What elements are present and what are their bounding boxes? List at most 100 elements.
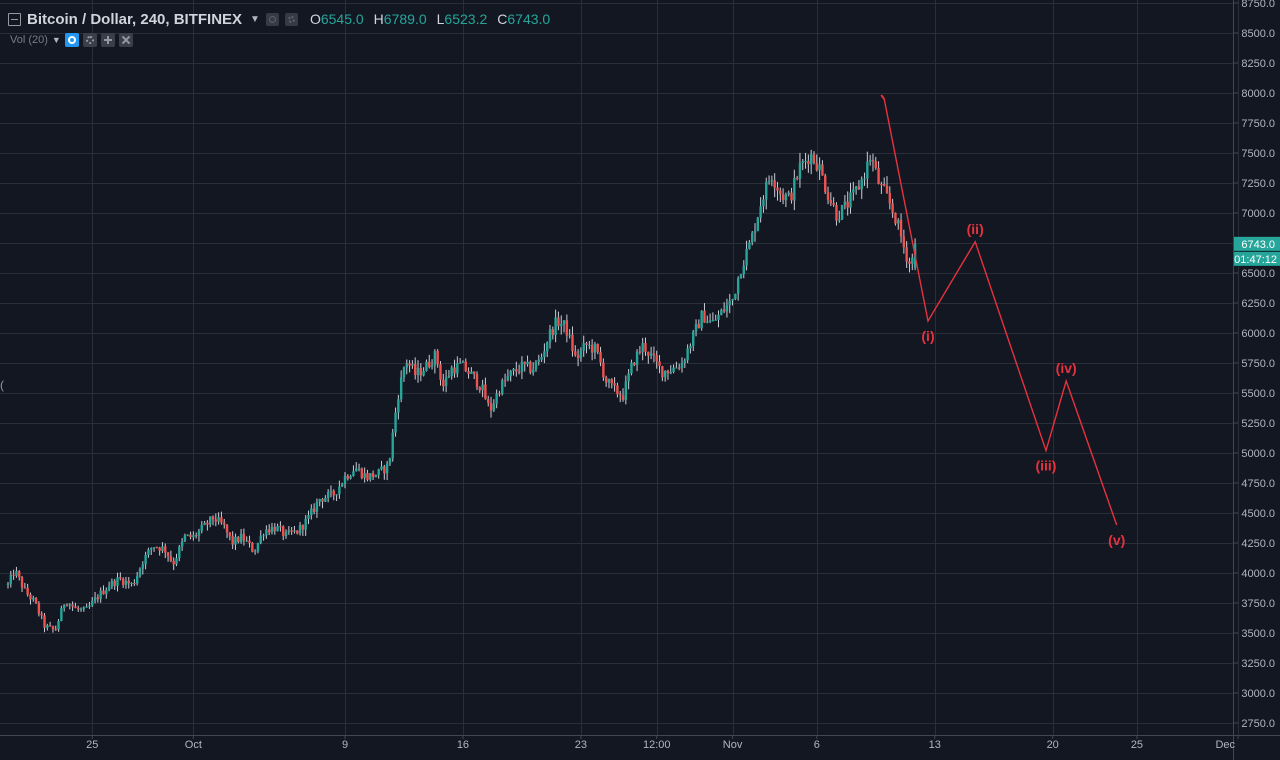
- candle-body: [172, 560, 175, 565]
- candle-body: [200, 524, 203, 531]
- candle-body: [37, 603, 41, 614]
- candle-body: [560, 324, 563, 327]
- plus-icon[interactable]: [100, 33, 115, 47]
- candle-body: [551, 329, 555, 336]
- candlestick-series[interactable]: [6, 149, 917, 633]
- price-tick-label: 8000.0: [1241, 88, 1275, 100]
- candle-body: [692, 331, 695, 346]
- eye-icon[interactable]: [64, 33, 79, 47]
- price-tick-label: 3500.0: [1241, 628, 1275, 640]
- price-tick-label: 4250.0: [1241, 538, 1275, 550]
- candle-body: [43, 615, 46, 628]
- eye-icon[interactable]: [265, 12, 279, 26]
- last-price-tag: 6743.0 01:47:12: [1234, 236, 1280, 266]
- candle-body: [245, 540, 248, 542]
- wave-label: (iii): [1035, 458, 1056, 474]
- candle-body: [885, 185, 889, 193]
- candle-body: [677, 367, 681, 369]
- wave-line[interactable]: [883, 98, 1118, 526]
- candle-body: [270, 526, 274, 533]
- time-axis[interactable]: 25 Oct 9 16 23 12:00 Nov 6 13 20 25 Dec: [86, 735, 1239, 751]
- candle-body: [846, 201, 849, 208]
- chevron-down-icon[interactable]: ▼: [250, 13, 260, 25]
- candle-body: [680, 362, 684, 369]
- candle-body: [863, 178, 866, 180]
- candle-body: [9, 574, 13, 584]
- candle-body: [453, 367, 456, 374]
- candle-body: [399, 377, 403, 400]
- side-panel-handle[interactable]: (: [0, 378, 4, 392]
- time-tick-label: 13: [929, 739, 941, 751]
- candle-body: [751, 232, 754, 243]
- elliott-wave-projection[interactable]: (i) (ii) (iii) (iv) (v): [880, 94, 1125, 548]
- candle-body: [374, 475, 378, 478]
- price-tick-label: 4750.0: [1241, 478, 1275, 490]
- time-tick-label: 12:00: [643, 739, 671, 751]
- candle-body: [669, 372, 672, 374]
- candle-body: [6, 583, 10, 585]
- candle-body: [804, 160, 807, 162]
- candle-body: [371, 473, 375, 478]
- chevron-down-icon[interactable]: ▼: [51, 35, 61, 45]
- close-icon[interactable]: [118, 33, 133, 47]
- wave-label: (v): [1108, 532, 1125, 548]
- candle-body: [734, 293, 737, 300]
- candle-body: [234, 536, 237, 545]
- candle-body: [51, 626, 55, 630]
- candle-body: [442, 379, 445, 387]
- candle-body: [596, 343, 599, 352]
- time-tick-label: 23: [575, 739, 587, 751]
- candle-body: [228, 532, 232, 537]
- candle-body: [520, 361, 524, 373]
- candle-body: [164, 546, 167, 553]
- candle-body: [326, 492, 330, 499]
- candle-body: [512, 369, 515, 371]
- candle-body: [360, 468, 364, 478]
- candle-body: [610, 379, 613, 384]
- candle-body: [324, 498, 327, 502]
- candle-body: [251, 542, 254, 552]
- time-tick-label: 25: [86, 739, 98, 751]
- candle-body: [874, 161, 877, 168]
- candle-body: [630, 362, 633, 374]
- candle-body: [332, 490, 335, 496]
- volume-indicator-label[interactable]: Vol (20): [10, 34, 48, 46]
- candle-body: [894, 212, 897, 224]
- candle-body: [644, 342, 647, 352]
- candle-body: [343, 476, 347, 484]
- price-tick-label: 8500.0: [1241, 28, 1275, 40]
- candle-body: [467, 371, 470, 374]
- time-tick-label: Dec: [1215, 739, 1235, 751]
- candle-body: [217, 517, 220, 522]
- candle-body: [138, 568, 142, 576]
- time-tick-label: 16: [457, 739, 469, 751]
- candle-body: [419, 368, 423, 376]
- candle-body: [273, 526, 276, 532]
- candle-body: [121, 578, 125, 585]
- candle-body: [304, 518, 307, 530]
- candle-body: [537, 359, 540, 362]
- candle-body: [495, 393, 498, 404]
- candle-body: [489, 402, 493, 411]
- time-tick-label: 9: [342, 739, 348, 751]
- price-tick-label: 7750.0: [1241, 118, 1275, 130]
- candle-body: [130, 582, 133, 584]
- time-tick-label: Nov: [723, 739, 743, 751]
- price-tick-label: 5000.0: [1241, 448, 1275, 460]
- last-price-background: [1234, 236, 1280, 251]
- collapse-icon[interactable]: [8, 12, 21, 26]
- price-tick-label: 6250.0: [1241, 298, 1275, 310]
- candle-body: [773, 180, 776, 188]
- candle-body: [192, 535, 195, 538]
- candle-body: [293, 530, 296, 532]
- candle-body: [470, 371, 473, 374]
- candle-body: [23, 587, 27, 589]
- gear-icon[interactable]: [82, 33, 97, 47]
- candle-body: [209, 516, 212, 525]
- gear-icon[interactable]: [284, 12, 298, 26]
- symbol-title[interactable]: Bitcoin / Dollar, 240, BITFINEX: [27, 10, 243, 28]
- candle-body: [633, 362, 636, 366]
- candle-body: [405, 363, 408, 368]
- candle-body: [793, 177, 796, 201]
